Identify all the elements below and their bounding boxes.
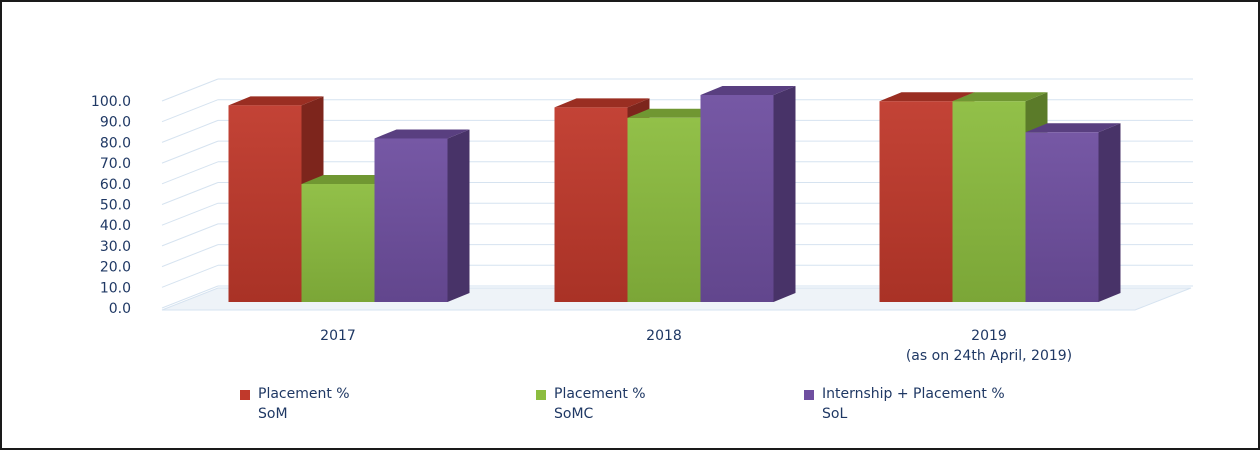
x-category-label: 2017 — [320, 328, 356, 344]
y-tick-label: 40.0 — [100, 218, 131, 234]
bar-front — [1025, 132, 1099, 302]
gridline-side — [161, 182, 219, 205]
legend-swatch — [536, 390, 546, 400]
bar-front — [301, 184, 375, 302]
bar-front — [700, 95, 774, 302]
x-category-label: 2018 — [646, 328, 682, 344]
bar-front — [627, 117, 701, 303]
bars — [228, 86, 1121, 303]
legend-swatch — [804, 390, 814, 400]
bar-front — [952, 101, 1026, 303]
bar — [700, 86, 796, 302]
bar-top — [554, 98, 650, 108]
gridline-side — [161, 78, 219, 102]
bar-top — [627, 108, 723, 118]
bar — [1025, 123, 1121, 302]
y-tick-label: 100.0 — [91, 94, 131, 110]
bar-front — [374, 138, 448, 302]
bar-top — [374, 129, 470, 139]
bar — [374, 129, 470, 302]
legend-swatch — [240, 390, 250, 400]
gridline-side — [161, 202, 219, 226]
y-tick-label: 20.0 — [100, 260, 131, 276]
y-tick-label: 50.0 — [100, 198, 131, 214]
y-tick-label: 90.0 — [100, 115, 131, 131]
y-tick-label: 70.0 — [100, 156, 131, 172]
bar-front — [228, 105, 302, 302]
legend-label: Placement % SoM — [258, 386, 350, 422]
bar-top — [228, 96, 324, 106]
gridline-side — [161, 99, 219, 123]
bar-top — [301, 175, 397, 185]
bar-top — [879, 92, 975, 102]
x-category-label: (as on 24th April, 2019) — [906, 348, 1072, 364]
bar-top — [952, 92, 1048, 102]
gridline-side — [161, 285, 219, 309]
y-tick-label: 0.0 — [109, 301, 131, 317]
legend-item: Internship + Placement % SoL — [804, 384, 1005, 424]
legend-item: Placement % SoM — [240, 384, 350, 424]
legend-label: Internship + Placement % SoL — [822, 386, 1005, 422]
gridline-side — [161, 244, 219, 268]
bar-side — [773, 86, 796, 302]
gridline-side — [161, 264, 219, 288]
x-category-label: 2019 — [971, 328, 1007, 344]
gridline-side — [161, 161, 219, 185]
gridline-side — [161, 140, 219, 164]
bar-front — [554, 107, 628, 302]
y-tick-label: 60.0 — [100, 177, 131, 193]
gridline-side — [161, 119, 219, 143]
x-axis: 2017 2018 2019 (as on 24th April, 2019) — [320, 328, 1072, 364]
y-tick-label: 80.0 — [100, 135, 131, 151]
y-tick-label: 10.0 — [100, 280, 131, 296]
gridline-side — [161, 223, 219, 247]
bar-side — [1098, 123, 1121, 302]
bar-side — [447, 129, 470, 302]
bar-top — [700, 86, 796, 95]
legend-label: Placement % SoMC — [554, 386, 646, 422]
bar-top — [1025, 123, 1121, 133]
y-tick-label: 30.0 — [100, 239, 131, 255]
bar-front — [879, 101, 953, 303]
y-axis: 0.0 10.0 20.0 30.0 40.0 50.0 60.0 70.0 80.0 90.0 1… — [91, 94, 131, 317]
legend-item: Placement % SoMC — [536, 384, 646, 424]
